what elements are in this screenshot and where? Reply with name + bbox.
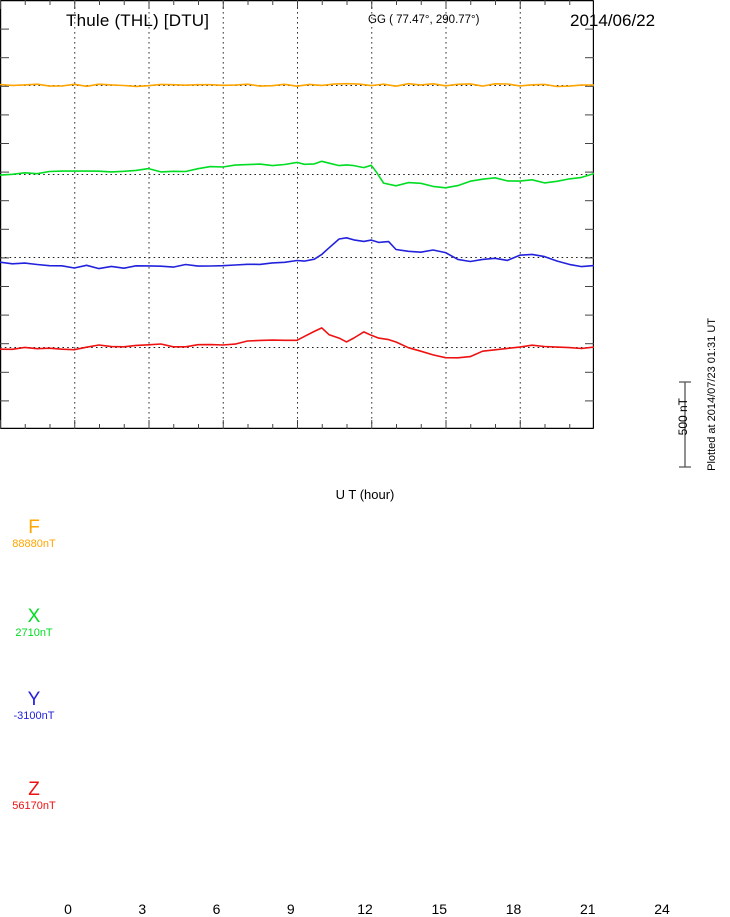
component-baseline-value: 56170nT: [12, 800, 56, 812]
trace-z: [0, 327, 594, 359]
x-tick-label: 12: [357, 901, 373, 917]
x-tick-label: 24: [654, 901, 670, 917]
x-tick-label: 6: [212, 901, 221, 917]
geographic-coordinates: GG ( 77.47°, 290.77°): [368, 14, 480, 26]
plot-frame: [0, 0, 594, 429]
magnetogram-plot: [0, 0, 594, 429]
x-tick-label: 9: [286, 901, 295, 917]
component-label-y: Y -3100nT: [2, 690, 66, 723]
observation-date: 2014/06/22: [570, 11, 656, 30]
x-axis-label: U T (hour): [335, 487, 395, 502]
component-baseline-value: -3100nT: [13, 710, 55, 722]
x-tick-label: 0: [64, 901, 72, 917]
component-symbol: X: [27, 606, 41, 627]
component-baseline-value: 88880nT: [12, 538, 56, 550]
component-symbol: Z: [28, 779, 40, 800]
component-label-f: F 88880nT: [2, 518, 66, 551]
plotted-timestamp: Plotted at 2014/07/23 01:31 UT: [706, 318, 718, 471]
scale-bar-icon: [679, 381, 691, 468]
x-tick-label: 15: [431, 901, 448, 917]
scale-bar-label: 500 nT: [676, 398, 690, 436]
component-label-z: Z 56170nT: [2, 780, 66, 813]
x-tick-label: 18: [505, 901, 522, 917]
trace-x: [0, 160, 594, 189]
magnetogram-svg: [0, 0, 594, 429]
component-baseline-value: 2710nT: [15, 627, 53, 639]
component-label-x: X 2710nT: [2, 607, 66, 640]
x-tick-label: 3: [138, 901, 147, 917]
component-symbol: Y: [27, 689, 41, 710]
trace-y: [0, 237, 594, 270]
x-tick-label: 21: [579, 901, 596, 917]
page-title: Thule (THL) [DTU]: [66, 11, 210, 30]
trace-f: [0, 82, 594, 88]
component-symbol: F: [28, 517, 40, 538]
